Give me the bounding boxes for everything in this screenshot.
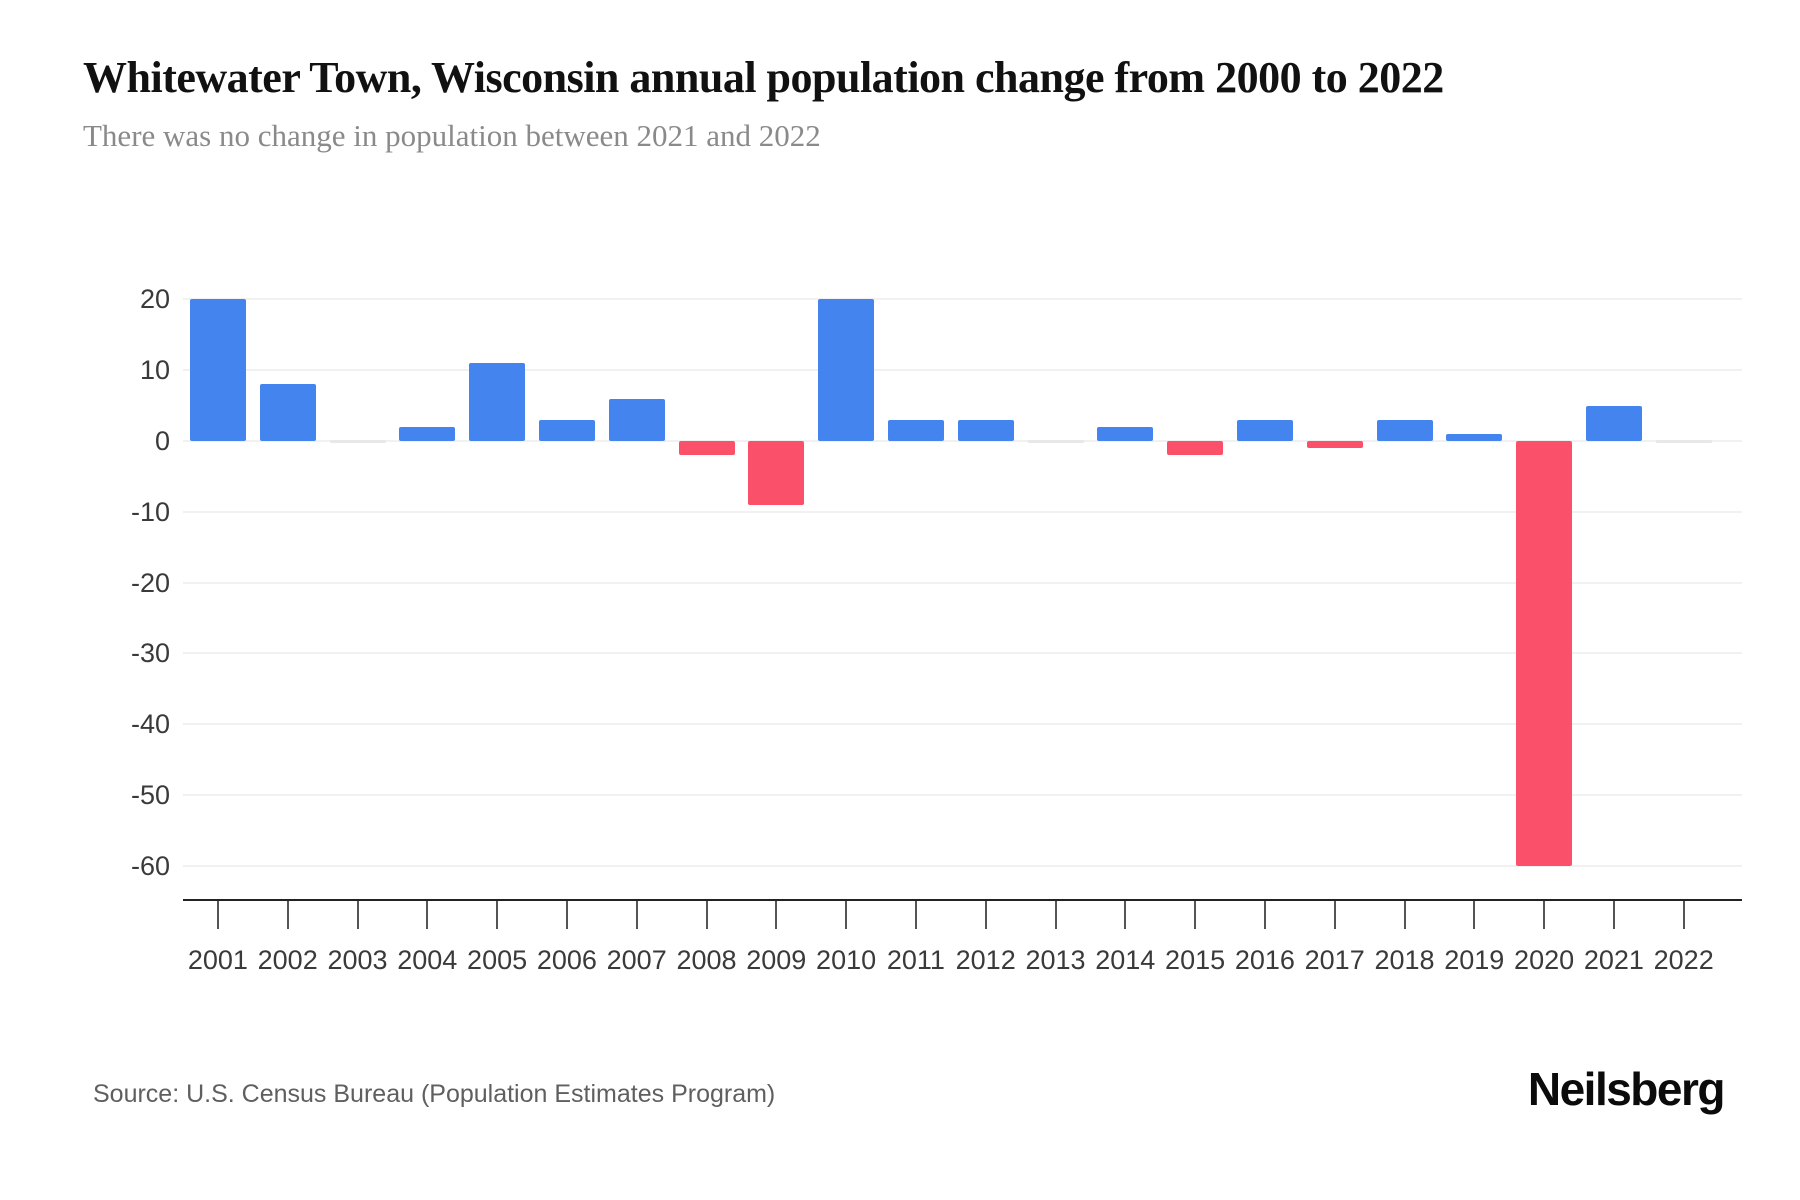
bar-2015[interactable] [1167,441,1224,456]
x-axis-tick [1682,901,1685,929]
x-axis-tick [1124,901,1127,929]
y-axis-label: -30 [130,638,170,669]
bar-2016[interactable] [1236,419,1293,441]
y-axis-label: 0 [154,426,170,456]
bar-2021[interactable] [1585,405,1642,441]
x-axis-tick [1543,901,1546,929]
x-axis-tick [426,901,429,929]
bar-2007[interactable] [608,398,665,441]
gridline--50 [183,794,1742,796]
x-axis-tick [1194,901,1197,929]
bar-2019[interactable] [1446,433,1503,441]
x-axis-label: 2015 [1165,945,1226,975]
zero-bar-2013[interactable] [1027,440,1084,443]
bar-2004[interactable] [399,426,456,441]
zero-bar-2022[interactable] [1655,440,1712,443]
x-axis-label: 2009 [746,945,807,975]
bar-2018[interactable] [1376,419,1433,441]
y-axis-label: -10 [130,496,170,527]
bar-2005[interactable] [469,363,526,441]
x-axis-tick [1612,901,1615,929]
x-axis-tick [1333,901,1336,929]
gridline--10 [183,510,1742,513]
x-axis-tick [216,901,219,929]
x-axis-label: 2006 [536,945,597,975]
x-axis-tick [496,901,499,929]
bar-2002[interactable] [259,384,316,441]
x-axis-tick [1473,901,1476,929]
bar-2017[interactable] [1306,441,1363,449]
x-axis-label: 2021 [1583,945,1644,975]
x-axis-tick [914,901,917,929]
x-axis-tick [356,901,359,929]
x-axis-label: 2001 [187,945,248,975]
x-axis-label: 2010 [816,945,877,975]
x-axis-label: 2008 [676,945,737,975]
bar-2006[interactable] [538,419,595,441]
x-axis-tick [984,901,987,929]
bar-2020[interactable] [1516,441,1573,866]
x-axis-label: 2018 [1374,945,1435,975]
gridline-20 [183,298,1742,301]
x-axis-label: 2017 [1304,945,1365,975]
gridline-0 [183,440,1742,442]
y-axis-label: 10 [139,355,170,386]
bar-2012[interactable] [957,419,1014,441]
x-axis-label: 2013 [1025,945,1086,975]
bar-2001[interactable] [189,299,246,441]
x-axis-tick [705,901,708,929]
x-axis-label: 2005 [467,945,528,975]
gridline--40 [183,723,1742,726]
bar-2010[interactable] [818,299,875,441]
chart-title: Whitewater Town, Wisconsin annual popula… [83,53,1444,102]
x-axis-label: 2014 [1095,945,1156,975]
y-axis-label: -40 [130,709,170,740]
x-axis-label: 2003 [327,945,388,975]
gridline--20 [183,581,1742,584]
bar-2011[interactable] [887,419,944,441]
y-axis-label: -50 [130,780,170,810]
y-axis-label: -60 [130,850,170,881]
x-axis-label: 2002 [257,945,318,975]
x-axis-label: 2012 [955,945,1016,975]
x-axis-tick [1054,901,1057,929]
x-axis-tick [565,901,568,929]
x-axis-label: 2011 [886,945,945,975]
y-axis-label: -20 [130,567,170,598]
x-axis-label: 2020 [1514,945,1575,975]
x-axis-line [183,899,1742,901]
zero-bar-2003[interactable] [329,440,386,443]
bar-2014[interactable] [1097,426,1154,441]
x-axis-label: 2019 [1444,945,1505,975]
source-note: Source: U.S. Census Bureau (Population E… [93,1080,776,1108]
brand-logo: Neilsberg [1527,1063,1726,1115]
x-axis-tick [1403,901,1406,929]
x-axis-tick [775,901,778,929]
x-axis-label: 2007 [606,945,667,975]
x-axis-label: 2004 [397,945,458,975]
x-axis-tick [845,901,848,929]
x-axis-tick [286,901,289,929]
gridline--30 [183,652,1742,655]
x-axis-tick [635,901,638,929]
gridline--60 [183,864,1742,867]
y-axis-label: 20 [139,284,170,315]
chart-subtitle: There was no change in population betwee… [83,118,821,153]
bar-2009[interactable] [748,441,805,505]
x-axis-tick [1263,901,1266,929]
bar-2008[interactable] [678,441,735,456]
gridline-10 [183,369,1742,372]
x-axis-label: 2016 [1234,945,1295,975]
x-axis-label: 2022 [1653,945,1714,975]
